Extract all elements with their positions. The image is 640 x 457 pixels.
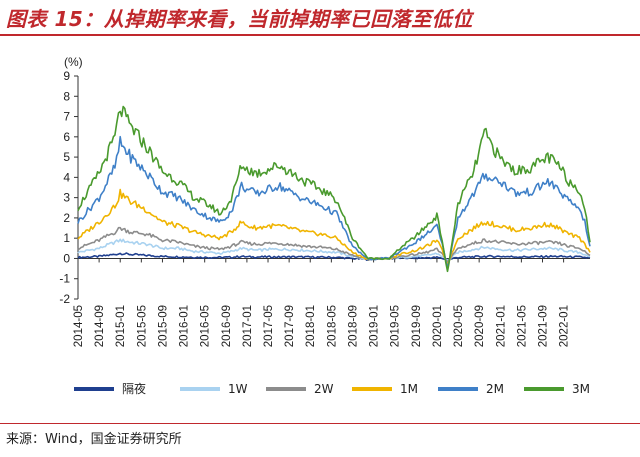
series-line-2W (77, 226, 591, 264)
x-tick-label: 2020-01 (432, 305, 444, 347)
y-unit-label: (%) (64, 55, 83, 69)
legend-label: 1M (400, 382, 418, 396)
x-tick-label: 2017-01 (242, 305, 254, 347)
series-line-隔夜 (77, 252, 591, 261)
x-tick-label: 2018-01 (305, 305, 317, 347)
x-tick-label: 2017-09 (284, 305, 296, 347)
legend-label: 3M (572, 382, 590, 396)
y-tick-label: 4 (63, 170, 70, 184)
source-note: 来源：Wind，国金证券研究所 (6, 432, 182, 447)
series-line-3M (77, 105, 591, 273)
x-tick-label: 2022-01 (559, 305, 571, 347)
x-tick-label: 2020-09 (474, 305, 486, 347)
chart-legend: 隔夜 1W 2W 1M 2M 3M (74, 381, 590, 396)
legend-label: 2W (314, 382, 334, 396)
series-line-2M (77, 135, 591, 269)
x-tick-label: 2020-05 (453, 305, 465, 347)
y-tick-label: 5 (63, 150, 70, 164)
x-tick-label: 2015-01 (115, 305, 127, 347)
y-tick-label: 9 (63, 69, 70, 83)
series-layer (77, 105, 591, 273)
x-tick-label: 2018-09 (347, 305, 359, 347)
x-tick-label: 2016-01 (179, 305, 191, 347)
y-tick-label: -2 (59, 292, 70, 306)
x-tick-label: 2019-09 (411, 305, 423, 347)
x-tick-label: 2021-05 (516, 305, 528, 347)
y-tick-label: 8 (63, 89, 70, 103)
legend-label: 2M (486, 382, 504, 396)
x-tick-label: 2021-01 (495, 305, 507, 347)
legend-label: 1W (228, 382, 248, 396)
x-tick-label: 2016-05 (200, 305, 212, 347)
x-tick-label: 2015-09 (157, 305, 169, 347)
x-tick-label: 2016-09 (221, 305, 233, 347)
y-tick-label: 0 (63, 251, 70, 265)
x-tick-label: 2019-01 (369, 305, 381, 347)
y-tick-label: 1 (63, 231, 70, 245)
title-bar: 图表 15：从掉期率来看，当前掉期率已回落至低位 (0, 0, 640, 36)
y-tick-label: 7 (63, 110, 70, 124)
legend-label: 隔夜 (122, 381, 146, 396)
x-tick-label: 2014-09 (94, 305, 106, 347)
y-tick-label: -1 (59, 272, 70, 286)
figure-title: 图表 15：从掉期率来看，当前掉期率已回落至低位 (6, 7, 473, 31)
chart-axes: (%) -2 -1 0 1 2 3 4 5 6 7 8 9 2014-05 2014-09 2015-01 20… (59, 55, 590, 347)
y-tick-label: 3 (63, 191, 70, 205)
x-tick-label: 2018-05 (326, 305, 338, 347)
x-tick-label: 2015-05 (136, 305, 148, 347)
x-tick-label: 2019-05 (390, 305, 402, 347)
series-line-1W (77, 238, 591, 261)
y-tick-label: 6 (63, 130, 70, 144)
y-tick-label: 2 (63, 211, 70, 225)
source-divider (0, 423, 640, 424)
x-tick-label: 2014-05 (73, 305, 85, 347)
x-tick-label: 2017-05 (263, 305, 275, 347)
series-line-1M (77, 188, 591, 266)
x-tick-label: 2021-09 (537, 305, 549, 347)
